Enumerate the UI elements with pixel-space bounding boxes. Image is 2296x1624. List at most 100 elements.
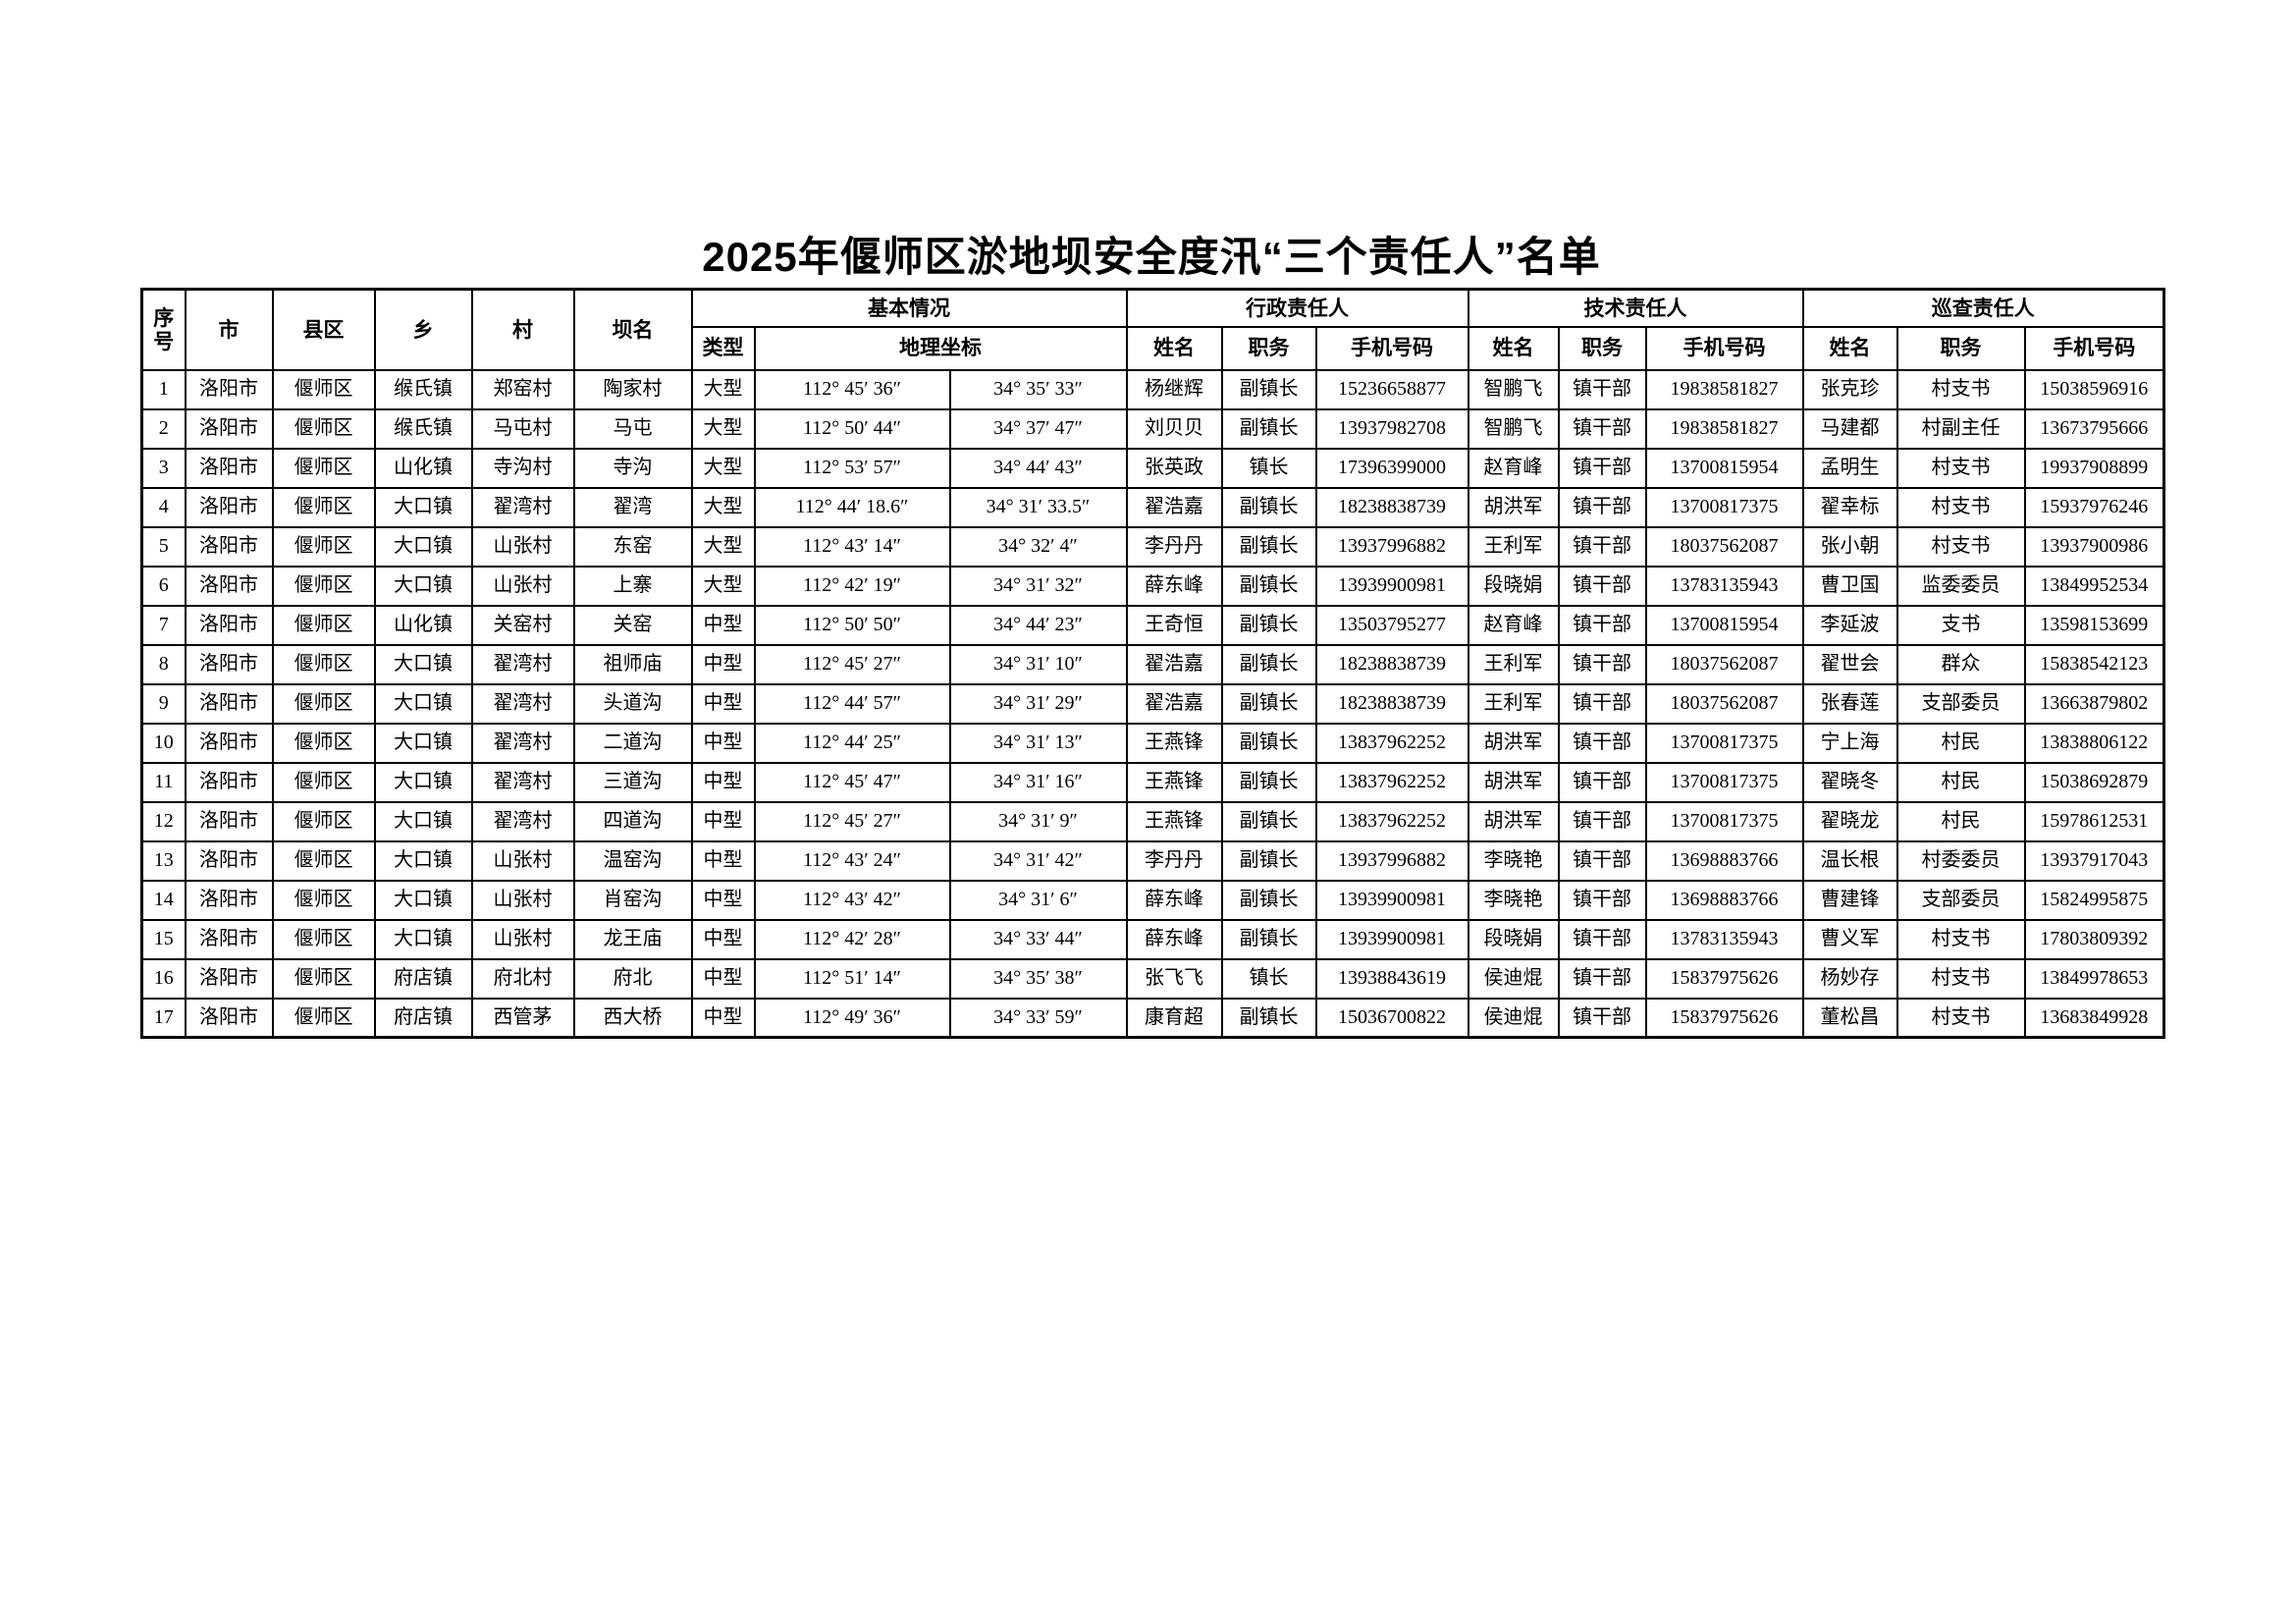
cell-tech-duty: 镇干部 (1557, 918, 1647, 960)
cell-district: 偃师区 (271, 407, 376, 450)
cell-patrol-name: 曹建锋 (1801, 879, 1898, 921)
header-city: 市 (184, 288, 274, 371)
cell-tech-duty: 镇干部 (1557, 407, 1647, 450)
cell-tech-phone: 13700817375 (1644, 800, 1804, 842)
cell-admin-name: 王燕锋 (1125, 722, 1223, 764)
cell-village: 马屯村 (470, 407, 575, 450)
cell-admin-phone: 13939900981 (1314, 918, 1469, 960)
cell-patrol-phone: 17803809392 (2023, 918, 2165, 960)
cell-tech-phone: 18037562087 (1644, 682, 1804, 725)
cell-patrol-duty: 村民 (1896, 800, 2026, 842)
cell-longitude: 112° 49′ 36″ (753, 997, 951, 1039)
cell-admin-phone: 18238838739 (1314, 486, 1469, 528)
cell-admin-duty: 镇长 (1220, 957, 1317, 1000)
cell-dam-name: 府北 (572, 957, 693, 1000)
cell-patrol-duty: 村支书 (1896, 447, 2026, 489)
cell-type: 中型 (690, 918, 756, 960)
cell-patrol-duty: 村支书 (1896, 368, 2026, 410)
cell-village: 寺沟村 (470, 447, 575, 489)
cell-village: 翟湾村 (470, 722, 575, 764)
cell-district: 偃师区 (271, 486, 376, 528)
cell-admin-name: 杨继辉 (1125, 368, 1223, 410)
cell-patrol-name: 张春莲 (1801, 682, 1898, 725)
cell-patrol-name: 孟明生 (1801, 447, 1898, 489)
cell-township: 府店镇 (373, 957, 473, 1000)
cell-type: 大型 (690, 407, 756, 450)
cell-admin-name: 刘贝贝 (1125, 407, 1223, 450)
cell-district: 偃师区 (271, 839, 376, 882)
cell-type: 中型 (690, 761, 756, 803)
cell-city: 洛阳市 (184, 447, 274, 489)
cell-tech-phone: 15837975626 (1644, 957, 1804, 1000)
cell-admin-phone: 17396399000 (1314, 447, 1469, 489)
cell-admin-duty: 副镇长 (1220, 604, 1317, 646)
cell-tech-name: 侯迪焜 (1467, 997, 1560, 1039)
cell-village: 西管茅 (470, 997, 575, 1039)
cell-longitude: 112° 45′ 47″ (753, 761, 951, 803)
cell-township: 大口镇 (373, 486, 473, 528)
cell-admin-duty: 副镇长 (1220, 565, 1317, 607)
cell-index: 1 (140, 368, 187, 410)
cell-admin-phone: 13837962252 (1314, 800, 1469, 842)
cell-dam-name: 陶家村 (572, 368, 693, 410)
cell-patrol-name: 曹义军 (1801, 918, 1898, 960)
cell-index: 12 (140, 800, 187, 842)
cell-tech-name: 赵育峰 (1467, 604, 1560, 646)
table-header: 序号 市 县区 乡 村 坝名 基本情况 行政责任人 技术责任人 巡查责任人 类型… (140, 288, 2165, 371)
cell-township: 缑氏镇 (373, 407, 473, 450)
cell-admin-phone: 13939900981 (1314, 879, 1469, 921)
cell-admin-phone: 13937996882 (1314, 839, 1469, 882)
cell-township: 大口镇 (373, 879, 473, 921)
cell-district: 偃师区 (271, 565, 376, 607)
cell-dam-name: 龙王庙 (572, 918, 693, 960)
cell-type: 中型 (690, 997, 756, 1039)
cell-admin-duty: 副镇长 (1220, 879, 1317, 921)
cell-latitude: 34° 31′ 29″ (948, 682, 1128, 725)
cell-patrol-duty: 群众 (1896, 643, 2026, 685)
cell-longitude: 112° 50′ 44″ (753, 407, 951, 450)
cell-tech-phone: 13783135943 (1644, 565, 1804, 607)
cell-dam-name: 翟湾 (572, 486, 693, 528)
cell-index: 10 (140, 722, 187, 764)
header-group-patrol: 巡查责任人 (1801, 288, 2165, 328)
cell-dam-name: 祖师庙 (572, 643, 693, 685)
table-row: 13 洛阳市 偃师区 大口镇 山张村 温窑沟 中型 112° 43′ 24″ 34° 31′ 4… (140, 839, 2165, 882)
cell-longitude: 112° 45′ 27″ (753, 643, 951, 685)
cell-index: 13 (140, 839, 187, 882)
cell-patrol-duty: 支书 (1896, 604, 2026, 646)
header-group-tech: 技术责任人 (1467, 288, 1804, 328)
cell-district: 偃师区 (271, 879, 376, 921)
cell-admin-phone: 13503795277 (1314, 604, 1469, 646)
cell-patrol-name: 杨妙存 (1801, 957, 1898, 1000)
cell-township: 大口镇 (373, 643, 473, 685)
cell-patrol-duty: 支部委员 (1896, 682, 2026, 725)
cell-tech-name: 胡洪军 (1467, 761, 1560, 803)
cell-latitude: 34° 44′ 23″ (948, 604, 1128, 646)
cell-admin-duty: 副镇长 (1220, 722, 1317, 764)
header-tech-duty: 职务 (1557, 325, 1647, 371)
cell-tech-phone: 19838581827 (1644, 407, 1804, 450)
header-sub-row: 类型 地理坐标 姓名 职务 手机号码 姓名 职务 手机号码 姓名 职务 手机号码 (142, 325, 2165, 371)
cell-patrol-phone: 15038692879 (2023, 761, 2165, 803)
cell-patrol-phone: 13598153699 (2023, 604, 2165, 646)
cell-longitude: 112° 44′ 57″ (753, 682, 951, 725)
cell-patrol-name: 曹卫国 (1801, 565, 1898, 607)
cell-latitude: 34° 35′ 38″ (948, 957, 1128, 1000)
cell-tech-name: 段晓娟 (1467, 565, 1560, 607)
cell-village: 翟湾村 (470, 761, 575, 803)
cell-tech-phone: 18037562087 (1644, 525, 1804, 568)
cell-dam-name: 寺沟 (572, 447, 693, 489)
cell-patrol-name: 翟幸标 (1801, 486, 1898, 528)
table-row: 2 洛阳市 偃师区 缑氏镇 马屯村 马屯 大型 112° 50′ 44″ 34° 37′ 47″… (140, 407, 2165, 450)
header-village: 村 (470, 288, 575, 371)
cell-patrol-name: 宁上海 (1801, 722, 1898, 764)
cell-township: 大口镇 (373, 918, 473, 960)
cell-patrol-duty: 支部委员 (1896, 879, 2026, 921)
cell-patrol-phone: 13937917043 (2023, 839, 2165, 882)
cell-longitude: 112° 45′ 36″ (753, 368, 951, 410)
cell-index: 8 (140, 643, 187, 685)
cell-tech-name: 智鹏飞 (1467, 407, 1560, 450)
cell-patrol-name: 董松昌 (1801, 997, 1898, 1039)
cell-tech-phone: 15837975626 (1644, 997, 1804, 1039)
cell-patrol-duty: 村委委员 (1896, 839, 2026, 882)
